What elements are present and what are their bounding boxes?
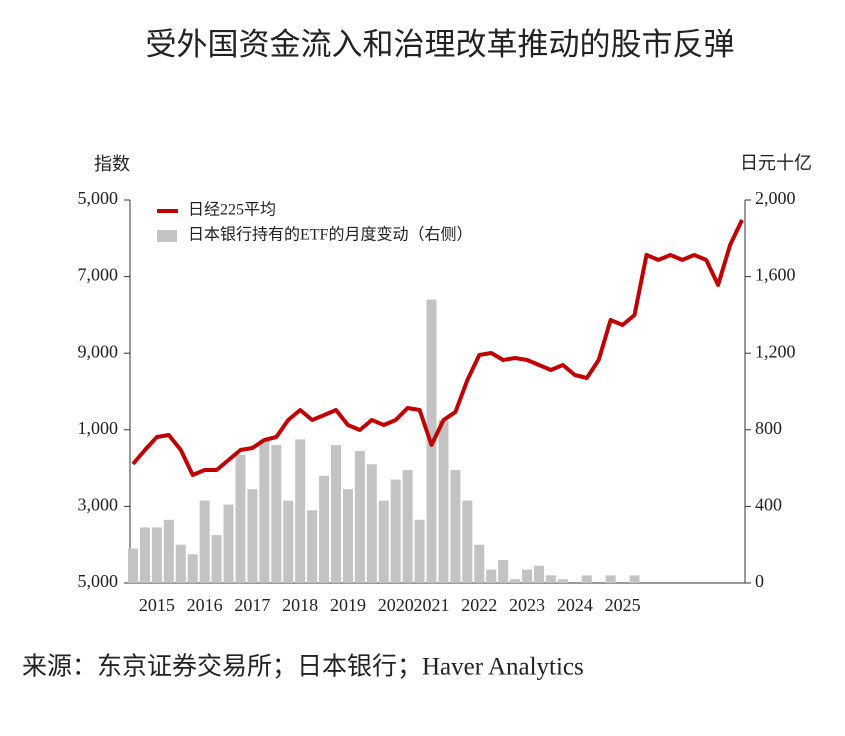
bar — [629, 575, 640, 583]
x-tick-label: 2023 — [509, 595, 545, 615]
bar — [151, 527, 162, 583]
bar — [163, 519, 174, 583]
bar — [319, 475, 330, 583]
bar — [139, 527, 150, 583]
y2-tick-label: 400 — [755, 495, 782, 515]
y2-tick-label: 1,200 — [755, 341, 796, 361]
bar — [175, 544, 186, 583]
bar — [402, 470, 413, 583]
bar — [187, 554, 198, 583]
bar — [605, 575, 616, 583]
bar — [331, 445, 341, 583]
legend-swatch — [157, 230, 177, 242]
y-tick-label: 7,000 — [78, 265, 119, 285]
x-tick-label: 2022 — [461, 595, 497, 615]
bar — [438, 420, 449, 583]
y2-tick-label: 0 — [755, 571, 764, 591]
bar — [450, 470, 461, 583]
x-tick-label: 2017 — [234, 595, 270, 615]
y-tick-label: 1,000 — [78, 418, 119, 438]
y-tick-label: 5,000 — [78, 571, 119, 591]
x-tick-label: 2024 — [557, 595, 593, 615]
x-tick-label: 2021 — [414, 595, 450, 615]
bar — [534, 565, 544, 583]
bar — [354, 450, 365, 583]
bar — [199, 500, 210, 583]
bar — [414, 519, 425, 583]
y2-tick-label: 2,000 — [755, 188, 796, 208]
chart-title: 受外国资金流入和治理改革推动的股市反弹 — [146, 27, 735, 62]
x-tick-label: 2020 — [378, 595, 414, 615]
bar — [211, 535, 222, 583]
bar — [486, 569, 497, 583]
x-tick-label: 2015 — [139, 595, 175, 615]
bar — [223, 504, 234, 583]
bar — [128, 548, 138, 583]
bar — [366, 464, 377, 583]
x-tick-label: 2016 — [187, 595, 223, 615]
bar — [474, 544, 485, 583]
bar — [271, 445, 282, 583]
bar — [259, 439, 270, 583]
bar — [390, 479, 401, 583]
bar — [462, 500, 473, 583]
y-tick-label: 9,000 — [78, 341, 119, 361]
x-tick-label: 2025 — [605, 595, 641, 615]
bar — [235, 454, 246, 583]
y-tick-label: 5,000 — [78, 188, 119, 208]
legend-label: 日经225平均 — [188, 201, 276, 219]
bar — [510, 579, 521, 583]
bar — [545, 575, 556, 583]
line — [131, 219, 744, 477]
bar — [581, 575, 592, 583]
y-tick-label: 3,000 — [78, 495, 119, 515]
source-note: 来源：东京证券交易所；日本银行；Haver Analytics — [22, 653, 584, 681]
bar — [498, 560, 509, 583]
y2-axis-label: 日元十亿 — [740, 153, 812, 173]
bar — [378, 500, 389, 583]
y2-tick-label: 1,600 — [755, 265, 796, 285]
bar — [557, 579, 568, 583]
bar — [295, 439, 306, 583]
bar — [342, 489, 353, 583]
legend-label: 日本银行持有的ETF的月度变动（右侧） — [188, 226, 472, 244]
bar — [307, 510, 318, 583]
bar — [283, 500, 294, 583]
y2-tick-label: 800 — [755, 418, 782, 438]
x-tick-label: 2019 — [330, 595, 366, 615]
x-tick-label: 2018 — [282, 595, 318, 615]
y-axis-label: 指数 — [94, 154, 130, 174]
bar — [247, 489, 258, 583]
bar — [522, 569, 533, 583]
